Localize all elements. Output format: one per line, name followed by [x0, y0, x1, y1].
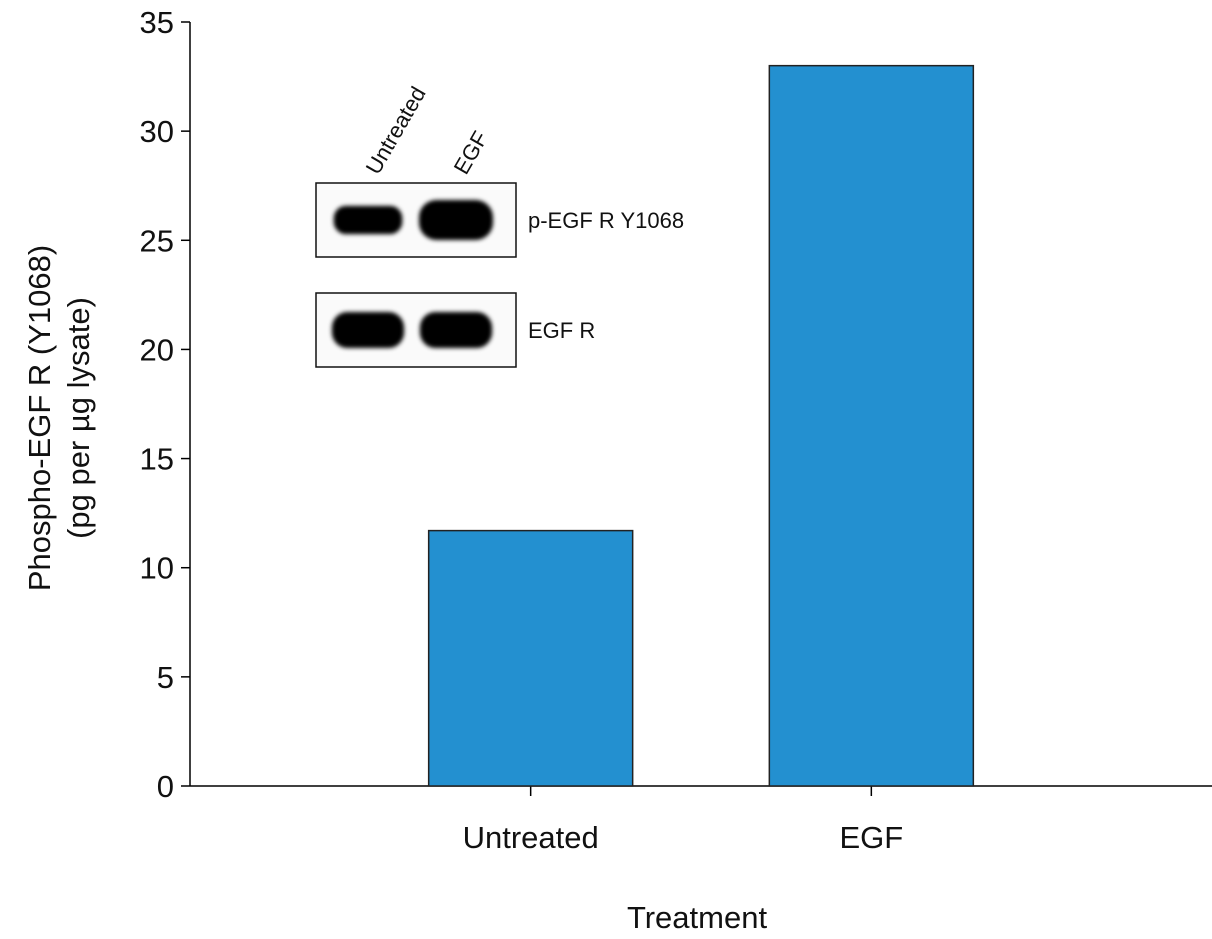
blot-lane-label: Untreated [361, 82, 431, 178]
y-axis-title: Phospho-EGF R (Y1068) [22, 245, 57, 591]
y-tick-label: 15 [140, 442, 174, 477]
y-tick-label: 10 [140, 551, 174, 586]
bars [427, 64, 975, 787]
blot-lane-label: EGF [449, 127, 493, 179]
x-tick-label: Untreated [463, 820, 599, 855]
x-axis: Untreated EGF [190, 785, 1212, 855]
blot-label: EGF R [528, 318, 595, 343]
blot-band [419, 200, 493, 240]
y-tick-label: 5 [157, 660, 174, 695]
bar-untreated [427, 529, 634, 787]
western-blot-inset: Untreated EGF p-EGF R Y1068 EGF R [315, 82, 684, 368]
y-tick-label: 25 [140, 223, 174, 258]
y-tick-label: 30 [140, 114, 174, 149]
blot-band [419, 311, 493, 349]
x-axis-title: Treatment [627, 900, 768, 934]
bar-egf [768, 64, 975, 787]
y-tick-label: 35 [140, 5, 174, 40]
y-tick-label: 20 [140, 332, 174, 367]
blot-band [331, 311, 405, 349]
x-tick-label: EGF [839, 820, 903, 855]
blot-band [333, 205, 403, 235]
y-tick-label: 0 [157, 769, 174, 804]
blot-label: p-EGF R Y1068 [528, 208, 684, 233]
y-axis: 0 5 10 15 20 25 30 35 [140, 5, 191, 804]
y-axis-title-unit: (pg per µg lysate) [61, 297, 96, 539]
y-axis-title-line1: Phospho-EGF R (Y1068) [22, 245, 57, 591]
y-axis-title-line2: (pg per µg lysate) [61, 297, 96, 539]
